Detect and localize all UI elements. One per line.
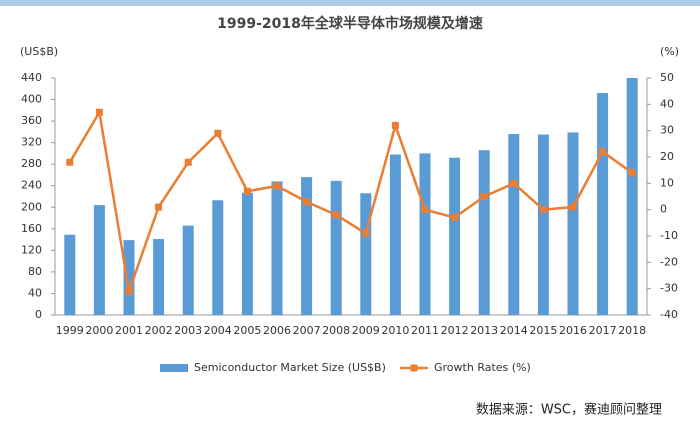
line-marker [480,193,488,200]
line-marker [273,182,281,190]
y2-axis-label: (%) [660,45,679,58]
y-tick-label: 120 [21,243,42,256]
x-tick-label: 2005 [233,324,261,337]
bar [93,205,105,315]
growth-line [68,108,633,292]
y2-tick-label: -40 [660,308,678,321]
y2-tick-label: -10 [660,229,678,242]
x-tick-label: 2004 [204,324,232,337]
bar [449,157,461,315]
line-marker [184,158,192,166]
x-tick-label: 2015 [529,324,557,337]
bar [567,132,579,315]
line-marker [303,198,311,206]
bar [626,78,638,315]
x-tick-label: 2008 [322,324,350,337]
x-tick-label: 1999 [56,324,84,337]
line-marker [362,229,370,237]
bar [537,134,549,315]
line-marker [95,108,103,116]
line-marker [125,287,133,295]
x-tick-label: 2009 [352,324,380,337]
x-tick-label: 2007 [293,324,321,337]
bar [419,153,431,315]
line-marker [569,203,577,211]
x-tick-label: 2002 [145,324,173,337]
bar [212,200,224,315]
y-tick-label: 320 [21,136,42,149]
bar [153,239,165,315]
x-tick-label: 2016 [559,324,587,337]
y2-tick-label: -30 [660,282,678,295]
y2-tick-label: 10 [660,176,674,189]
line-marker [421,206,429,214]
x-tick-label: 2013 [470,324,498,337]
line-marker [243,187,251,195]
y-tick-label: 360 [21,114,42,127]
y-tick-label: 200 [21,200,42,213]
y-tick-label: 280 [21,157,42,170]
y-tick-label: 400 [21,93,42,106]
bar [330,180,342,315]
bar [389,154,401,315]
line-marker [66,158,74,166]
bar [241,192,253,315]
bar [508,134,520,315]
y2-tick-label: 50 [660,71,674,84]
line-marker [599,148,607,156]
line-marker [510,179,518,187]
bar [597,93,609,315]
y-axis-label: (US$B) [20,45,58,58]
legend-label: Growth Rates (%) [434,361,531,374]
x-tick-label: 2017 [589,324,617,337]
chart-title: 1999-2018年全球半导体市场规模及增速 [217,15,483,32]
x-tick-label: 2006 [263,324,291,337]
x-tick-label: 2011 [411,324,439,337]
y-tick-label: 440 [21,71,42,84]
y-tick-label: 0 [35,308,42,321]
bar [301,177,313,315]
line-marker [391,121,399,129]
y-tick-label: 160 [21,222,42,235]
x-tick-label: 2000 [85,324,113,337]
line-marker [332,211,340,219]
legend-label: Semiconductor Market Size (US$B) [194,361,386,374]
bar [360,193,372,315]
x-tick-label: 2003 [174,324,202,337]
bar [478,150,490,315]
line-marker [451,214,459,222]
y-tick-label: 80 [28,265,42,278]
bar [182,225,194,315]
legend-swatch [410,364,418,372]
y-tick-label: 40 [28,286,42,299]
y2-tick-label: 0 [660,203,667,216]
legend-swatch [160,364,188,372]
x-tick-label: 2001 [115,324,143,337]
source: 数据来源：WSC，赛迪顾问整理 [476,402,662,418]
y2-tick-label: 30 [660,124,674,137]
y2-tick-label: -20 [660,255,678,268]
line-marker [539,206,547,214]
bar [64,234,76,315]
line-marker [155,203,163,211]
bar [271,181,283,315]
line-marker [628,169,636,177]
x-tick-label: 2012 [441,324,469,337]
x-tick-label: 2014 [500,324,528,337]
top-band [0,0,700,6]
y2-tick-label: 20 [660,150,674,163]
y2-tick-label: 40 [660,97,674,110]
x-tick-label: 2010 [381,324,409,337]
x-tick-label: 2018 [618,324,646,337]
line-marker [214,129,222,137]
y-tick-label: 240 [21,179,42,192]
bar [123,240,135,315]
